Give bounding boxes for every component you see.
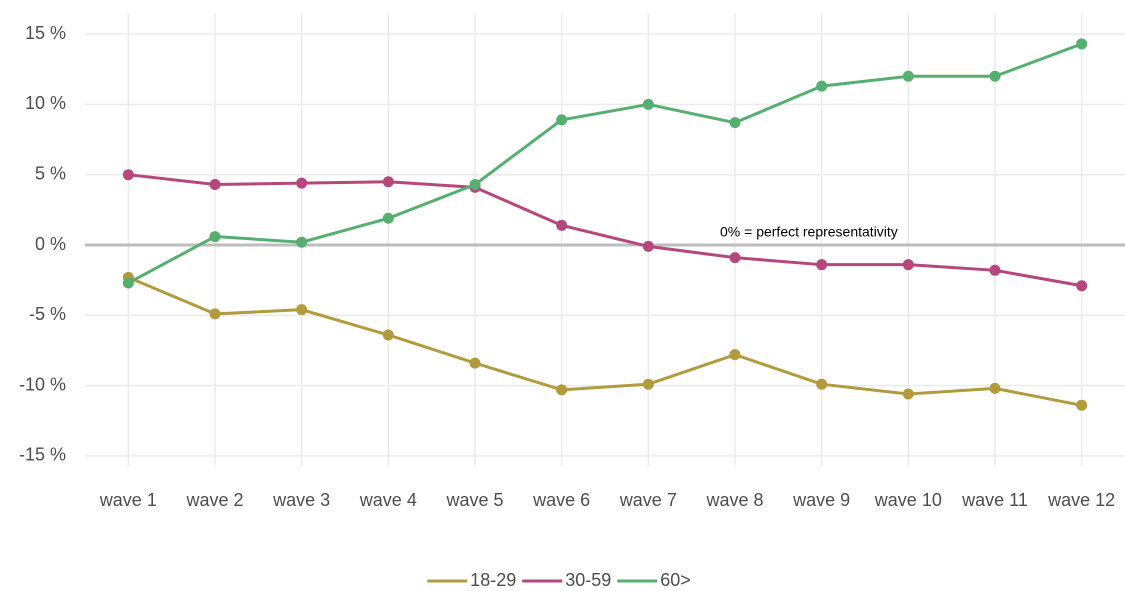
y-tick-label: 15 % [25, 23, 66, 43]
data-point [816, 259, 828, 271]
x-tick-label: wave 11 [961, 490, 1028, 510]
data-point [382, 329, 394, 341]
data-point [296, 236, 308, 248]
x-tick-label: wave 5 [445, 490, 503, 510]
legend-label: 30-59 [565, 570, 611, 590]
data-point [989, 382, 1001, 394]
x-tick-label: wave 7 [619, 490, 677, 510]
data-point [729, 117, 741, 129]
series-line [128, 173, 1082, 288]
legend-label: 18-29 [470, 570, 516, 590]
data-point [469, 179, 481, 191]
data-point [902, 70, 914, 82]
data-point [556, 384, 568, 396]
y-tick-label: -10 % [19, 374, 66, 394]
data-point [902, 259, 914, 271]
data-point [642, 98, 654, 110]
legend-label: 60> [660, 570, 691, 590]
data-point [642, 378, 654, 390]
data-point [382, 176, 394, 188]
y-tick-label: -15 % [19, 445, 66, 465]
x-tick-label: wave 10 [874, 490, 942, 510]
data-point [1076, 38, 1088, 50]
series-line [127, 275, 1082, 407]
data-point [902, 388, 914, 400]
series-line [127, 42, 1083, 285]
data-point [729, 252, 741, 264]
y-tick-label: 10 % [25, 93, 66, 113]
data-point [122, 277, 134, 289]
x-tick-label: wave 8 [705, 490, 763, 510]
legend: 18-29 30-59 60> [427, 570, 691, 590]
y-tick-label: 0 % [35, 234, 66, 254]
data-point [296, 177, 308, 189]
x-tick-label: wave 2 [185, 490, 243, 510]
data-point [556, 219, 568, 231]
data-point [382, 212, 394, 224]
data-point [122, 169, 134, 181]
data-point [209, 179, 221, 191]
data-point [642, 240, 654, 252]
x-tick-label: wave 6 [532, 490, 590, 510]
data-point [556, 114, 568, 126]
data-point [1076, 280, 1088, 292]
data-point [989, 264, 1001, 276]
data-point [816, 80, 828, 92]
data-point [296, 304, 308, 316]
data-point [816, 378, 828, 390]
y-tick-label: 5 % [35, 163, 66, 183]
x-tick-label: wave 3 [272, 490, 330, 510]
data-point [729, 349, 741, 361]
x-tick-label: wave 9 [792, 490, 850, 510]
annotation: 0% = perfect representativity [720, 224, 898, 240]
data-point [209, 308, 221, 320]
x-tick-label: wave 4 [359, 490, 417, 510]
data-point [209, 231, 221, 243]
x-tick-label: wave 12 [1047, 490, 1115, 510]
y-tick-label: -5 % [29, 304, 66, 324]
x-tick-label: wave 1 [99, 490, 157, 510]
data-point [469, 357, 481, 369]
data-point [989, 70, 1001, 82]
data-point [1076, 399, 1088, 411]
